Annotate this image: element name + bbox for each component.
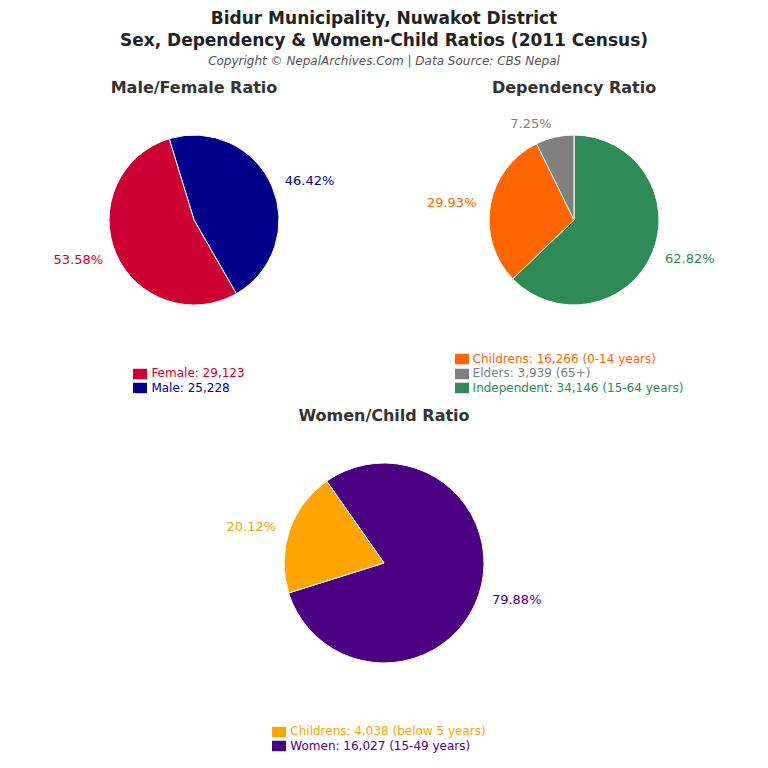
html-text:Childrens: 16,266 (0-14 years): Childrens: 16,266 (0-14 years) (472, 351, 656, 366)
html-text:Childrens: 4,038 (below 5 year: Childrens: 4,038 (below 5 years) (290, 724, 486, 738)
html-text:Sex, Dependency & Women-Child: Sex, Dependency & Women-Child Ratios (20… (119, 30, 649, 50)
svg-text:7.25%: 7.25% (510, 116, 551, 131)
html-text:Dependency Ratio: Dependency Ratio (491, 78, 657, 97)
svg-text:79.88%: 79.88% (492, 592, 542, 607)
svg-text:29.93%: 29.93% (427, 195, 477, 210)
html-text:Women: 16,027 (15-49 years): Women: 16,027 (15-49 years) (290, 738, 471, 753)
html-text:Women/Child Ratio: Women/Child Ratio (298, 406, 470, 425)
html-text:Male/Female Ratio: Male/Female Ratio (110, 78, 278, 97)
html-text:Independent: 34,146 (15-64 yea: Independent: 34,146 (15-64 years) (472, 380, 684, 395)
svg-text:53.58%: 53.58% (54, 252, 104, 267)
svg-text:62.82%: 62.82% (665, 251, 715, 266)
html-text:Female: 29,123: Female: 29,123 (151, 366, 245, 380)
html-text:Copyright © NepalArchives.Com: Copyright © NepalArchives.Com | Data Sou… (208, 54, 560, 68)
svg-text:46.42%: 46.42% (285, 173, 335, 188)
svg-text:20.12%: 20.12% (226, 519, 276, 534)
html-text:Bidur Municipality, Nuwakot Di: Bidur Municipality, Nuwakot District (210, 8, 558, 28)
html-text:Elders: 3,939 (65+): Elders: 3,939 (65+) (472, 366, 591, 380)
html-text:Male: 25,228: Male: 25,228 (151, 380, 230, 395)
